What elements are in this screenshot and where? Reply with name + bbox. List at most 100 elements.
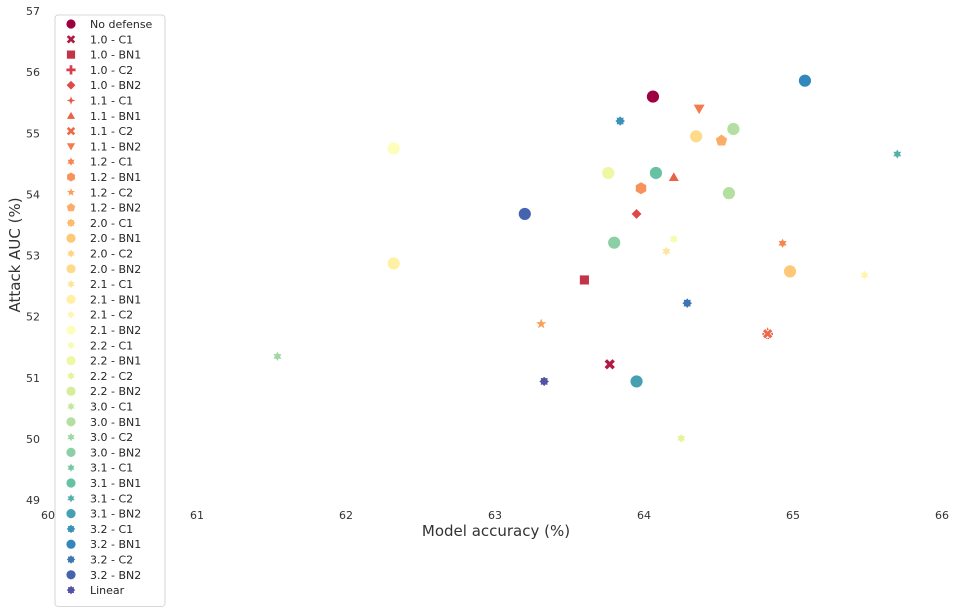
- legend-marker: [65, 64, 77, 76]
- x-tick-label: 63: [488, 509, 502, 522]
- data-point: [579, 274, 590, 286]
- legend-item: 3.1 - C1: [65, 461, 133, 475]
- legend-label: 2.1 - C1: [90, 278, 133, 291]
- legend-item: 3.2 - BN2: [65, 569, 141, 582]
- x-axis-label: Model accuracy (%): [422, 522, 570, 540]
- legend-label: 2.2 - C1: [90, 339, 133, 352]
- data-point: [660, 244, 672, 258]
- data-point: [517, 207, 532, 221]
- legend-item: 3.0 - BN1: [65, 416, 141, 429]
- data-point: [607, 235, 622, 250]
- legend-label: 2.2 - BN1: [90, 355, 141, 368]
- legend-marker: [65, 202, 77, 213]
- data-point: [386, 256, 401, 271]
- legend-item: 1.2 - BN2: [65, 202, 141, 215]
- legend-label: Linear: [90, 584, 125, 597]
- data-point: [603, 358, 617, 371]
- legend-item: 3.0 - BN2: [65, 446, 141, 459]
- legend-label: 3.2 - BN1: [90, 538, 141, 551]
- legend-label: 3.0 - C2: [90, 431, 133, 444]
- legend-item: 2.1 - BN1: [65, 293, 141, 306]
- legend-label: 2.0 - C1: [90, 217, 133, 230]
- legend-item: 2.0 - C1: [65, 217, 133, 230]
- legend-marker: [66, 49, 76, 60]
- legend-label: 3.1 - BN2: [90, 508, 141, 521]
- legend-label: 2.2 - C2: [90, 370, 133, 383]
- data-point: [783, 264, 797, 279]
- legend-item: 3.2 - BN1: [65, 538, 141, 551]
- y-tick-label: 52: [26, 311, 40, 324]
- legend-label: 3.2 - C1: [90, 523, 133, 536]
- legend-item: 1.1 - BN2: [65, 140, 141, 153]
- legend-item: 1.2 - C2: [64, 185, 133, 199]
- legend-marker: [65, 263, 77, 275]
- data-point: [386, 141, 401, 156]
- x-tick-label: 62: [339, 509, 353, 522]
- legend-marker: [66, 171, 76, 183]
- y-axis-label: Attack AUC (%): [6, 197, 24, 312]
- data-point: [689, 129, 704, 144]
- legend-label: 1.2 - BN1: [90, 171, 141, 184]
- legend-label: 1.1 - C1: [90, 95, 133, 108]
- legend-item: 3.1 - BN1: [65, 477, 141, 490]
- legend-item: 1.1 - C2: [65, 125, 133, 138]
- legend-label: 1.1 - BN1: [90, 110, 141, 123]
- x-tick-label: 65: [786, 509, 800, 522]
- y-tick-label: 50: [26, 433, 40, 446]
- plot-area: [271, 73, 903, 445]
- legend-marker: [65, 538, 77, 550]
- y-tick-label: 57: [26, 5, 40, 18]
- data-point: [891, 147, 903, 161]
- legend-marker: [65, 446, 77, 458]
- legend-label: No defense: [90, 18, 153, 31]
- data-point: [761, 327, 774, 340]
- data-point: [634, 181, 648, 196]
- data-point: [675, 431, 687, 445]
- legend-marker: [65, 125, 77, 137]
- legend-item: 1.2 - C1: [65, 156, 133, 169]
- legend: No defense 1.0 - C1 1.0 - BN1 1.0 - C2 1.0 -…: [54, 14, 166, 607]
- legend-marker: [65, 416, 77, 428]
- legend-marker: [65, 217, 77, 229]
- legend-marker: [65, 461, 77, 474]
- legend-label: 1.0 - BN1: [90, 49, 141, 62]
- legend-label: 3.2 - C2: [90, 554, 133, 567]
- legend-item: No defense: [65, 18, 153, 31]
- legend-label: 1.0 - C1: [90, 33, 133, 46]
- legend-marker: [65, 584, 77, 596]
- y-tick-label: 56: [26, 66, 40, 79]
- legend-marker: [65, 385, 77, 397]
- x-tick-label: 66: [935, 509, 949, 522]
- legend-marker: [65, 142, 77, 152]
- legend-marker: [65, 232, 77, 244]
- legend-marker: [64, 93, 78, 108]
- data-point: [629, 374, 644, 389]
- data-point: [726, 122, 741, 136]
- legend-label: 3.0 - BN1: [90, 416, 141, 429]
- data-point: [601, 166, 616, 180]
- data-point: [668, 232, 680, 246]
- legend-item: 2.1 - C2: [65, 309, 133, 322]
- legend-item: 1.1 - C1: [64, 93, 133, 108]
- legend-marker: [65, 553, 77, 566]
- data-point: [798, 73, 812, 88]
- legend-marker: [65, 569, 77, 581]
- x-tick-label: 60: [41, 509, 55, 522]
- y-tick-label: 53: [26, 250, 40, 263]
- legend-item: Linear: [65, 584, 125, 597]
- legend-label: 1.2 - BN2: [90, 202, 141, 215]
- legend-item: 2.2 - C1: [65, 339, 133, 352]
- legend-marker: [65, 508, 77, 519]
- legend-label: 2.1 - C2: [90, 309, 133, 322]
- legend-marker: [65, 477, 77, 489]
- legend-label: 1.1 - C2: [90, 125, 133, 138]
- legend-marker: [65, 523, 77, 535]
- legend-item: 2.2 - C2: [65, 370, 133, 383]
- legend-item: 3.1 - C2: [65, 492, 133, 505]
- legend-marker: [65, 324, 77, 336]
- legend-item: 1.2 - BN1: [66, 171, 141, 184]
- legend-marker: [65, 247, 77, 260]
- axis-ticks: 60 61 62 63 64 65 66 49 50 51 52 53 54 55 56 57: [26, 5, 949, 522]
- legend-label: 3.2 - BN2: [90, 569, 141, 582]
